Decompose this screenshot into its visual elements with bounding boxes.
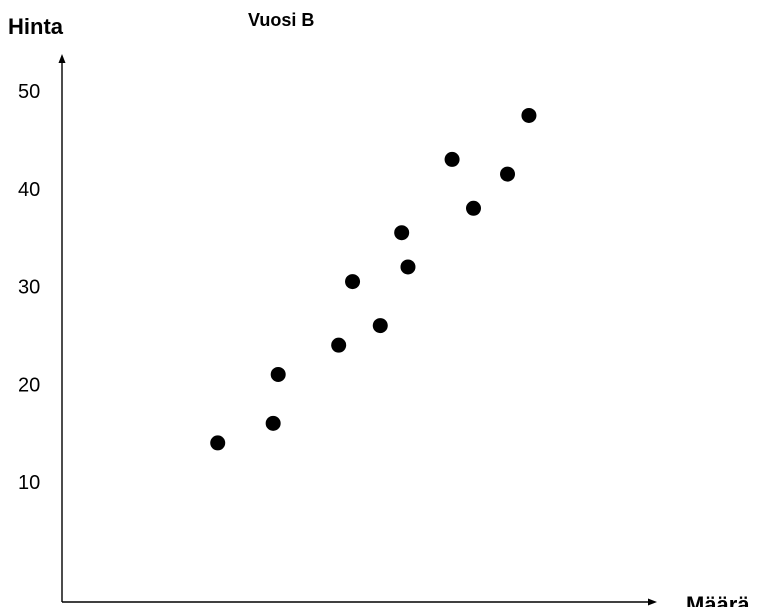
y-axis-arrow <box>58 54 66 63</box>
data-point <box>331 337 347 353</box>
data-point <box>500 166 516 182</box>
y-tick-label: 40 <box>18 179 40 201</box>
data-point <box>521 107 537 123</box>
data-point <box>345 274 361 290</box>
y-tick-label: 20 <box>18 374 40 396</box>
data-point <box>210 435 226 451</box>
data-point <box>466 200 481 216</box>
x-axis-arrow <box>648 598 657 606</box>
data-point <box>394 225 410 241</box>
x-axis-label: Määrä <box>686 592 750 607</box>
data-point <box>372 318 388 334</box>
y-axis-label: Hinta <box>8 14 64 39</box>
data-point <box>265 415 281 431</box>
y-tick-label: 30 <box>18 277 40 299</box>
data-point <box>444 151 460 167</box>
y-tick-labels: 10 20 30 40 50 <box>18 81 40 494</box>
chart-title: Vuosi B <box>248 10 314 30</box>
y-tick-label: 50 <box>18 81 40 103</box>
data-point <box>400 259 416 275</box>
data-point <box>270 366 286 382</box>
y-tick-label: 10 <box>18 472 40 494</box>
data-points <box>210 107 537 451</box>
